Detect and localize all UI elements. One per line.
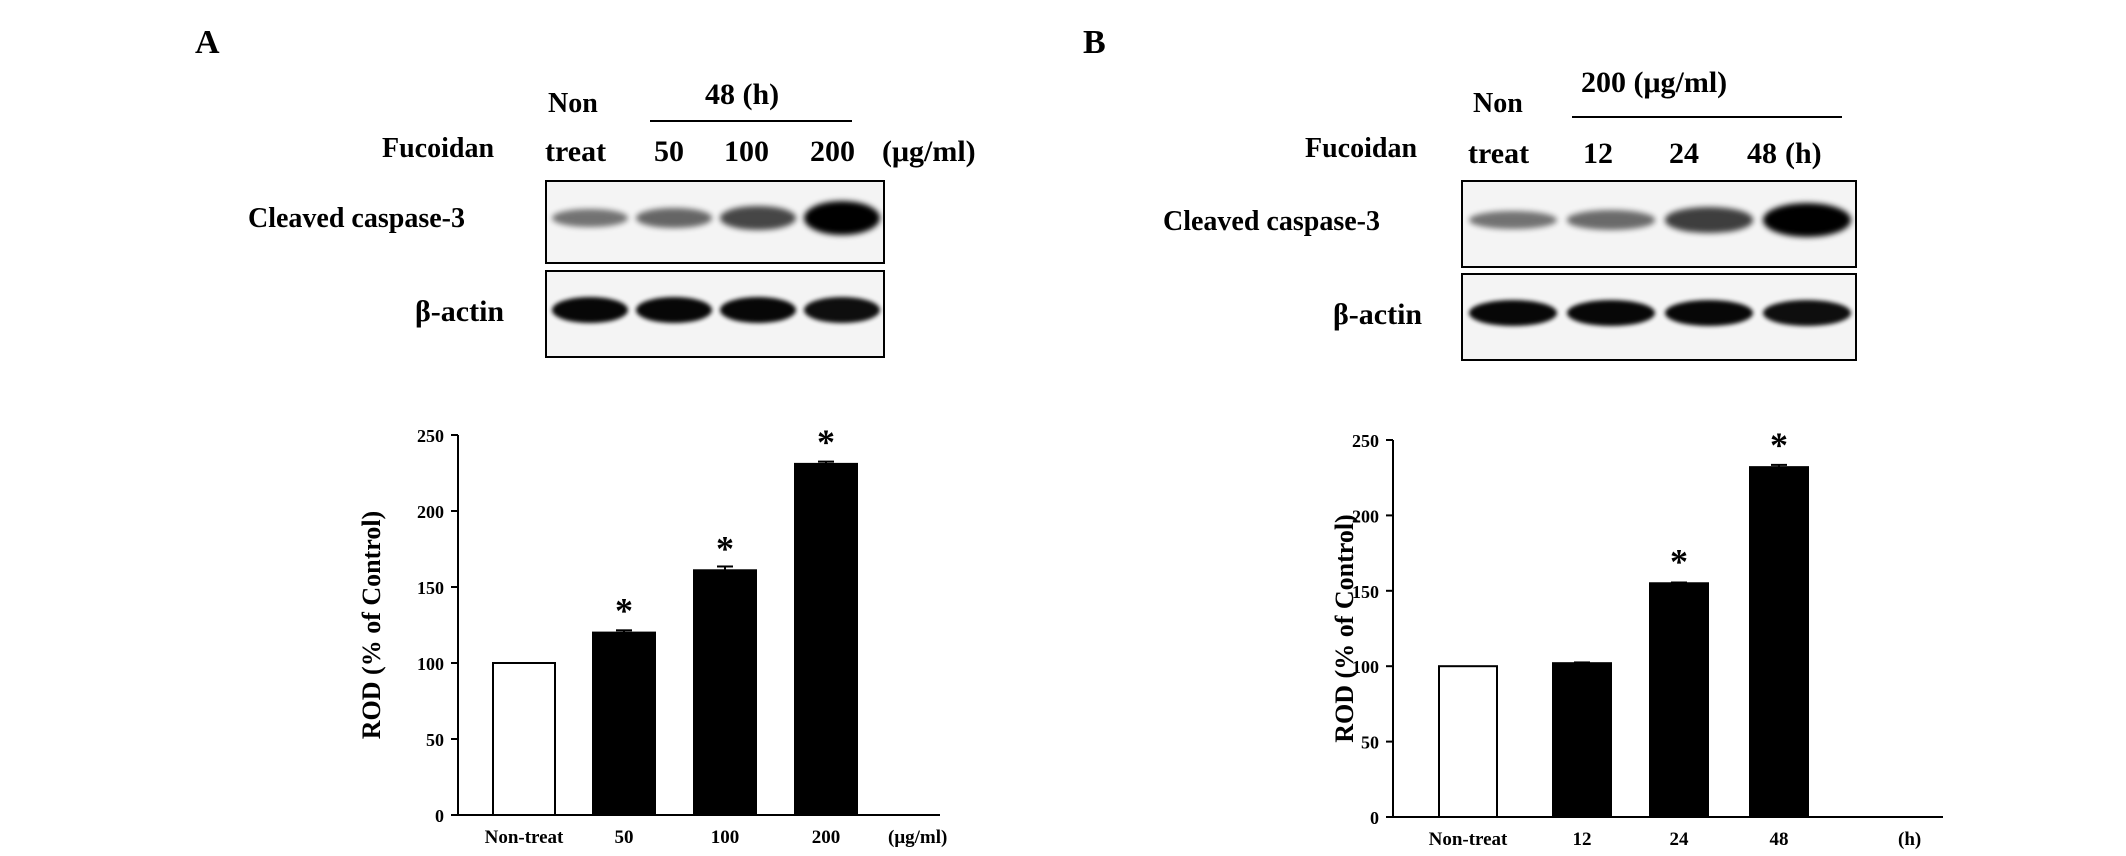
lane-label: treat (1468, 137, 1530, 170)
group-header: 200 (μg/ml) (1581, 66, 1728, 99)
lane-label: treat (545, 135, 607, 168)
blot-band (1566, 210, 1656, 230)
x-tick-label: 200 (812, 827, 841, 848)
blot-band (804, 201, 880, 235)
bar (1438, 665, 1498, 819)
unit-label: (μg/ml) (882, 135, 976, 168)
blot-band (636, 208, 712, 228)
y-tick-label: 250 (1352, 431, 1379, 451)
band-label: Cleaved caspase-3 (1163, 206, 1380, 237)
y-tick-label: 50 (426, 730, 444, 750)
blot-band (720, 205, 796, 231)
blot-band (552, 208, 628, 228)
row-label: Fucoidan (382, 133, 495, 164)
blot-band (720, 297, 796, 323)
lane-label-top: Non (548, 88, 598, 119)
panel-label: B (1083, 24, 1106, 61)
row-label: Fucoidan (1305, 133, 1418, 164)
band-label: β-actin (1333, 298, 1423, 331)
x-tick-label: Non-treat (485, 827, 564, 848)
x-tick-label: Non-treat (1429, 829, 1508, 850)
bar-chart: 0 50 100 150 200 250 ROD (% of Control) Non-tre… (357, 422, 947, 848)
lane-label: 100 (724, 135, 769, 168)
significance-marker: * (1770, 425, 1788, 465)
blot-band (1762, 203, 1852, 237)
y-tick-label: 100 (417, 654, 444, 674)
bar (794, 462, 858, 816)
y-axis-label: ROD (% of Control) (357, 511, 386, 739)
significance-marker: * (1670, 541, 1688, 581)
bar (1649, 582, 1709, 819)
blot-band (1762, 300, 1852, 326)
y-tick-label: 200 (1352, 506, 1379, 526)
western-blot-image (545, 270, 885, 358)
bar (492, 662, 556, 816)
x-tick-label: 50 (615, 827, 634, 848)
western-blot-image (545, 180, 885, 264)
y-tick-label: 100 (1352, 657, 1379, 677)
x-tick-label: 48 (1770, 829, 1789, 850)
panel-label: A (195, 24, 220, 61)
significance-marker: * (817, 422, 835, 462)
lane-label: 48 (1747, 137, 1777, 170)
y-tick-label: 0 (1370, 808, 1379, 828)
lane-label: 200 (810, 135, 855, 168)
blot-band (1664, 207, 1754, 233)
western-blot-image (1461, 273, 1857, 361)
blot-band (1664, 300, 1754, 326)
blot-band (552, 297, 628, 323)
group-underline (650, 120, 852, 122)
blot-band (1468, 210, 1558, 230)
bar (1552, 662, 1612, 819)
blot-band (636, 297, 712, 323)
band-label: β-actin (415, 295, 505, 328)
y-tick-label: 250 (417, 426, 444, 446)
band-label: Cleaved caspase-3 (248, 203, 465, 234)
blot-band (1566, 300, 1656, 326)
significance-marker: * (716, 528, 734, 568)
bar-chart: 0 50 100 150 200 250 ROD (% of Control) Non-tre… (1330, 425, 1943, 850)
lane-label: 12 (1583, 137, 1613, 170)
y-tick-label: 150 (1352, 582, 1379, 602)
group-header: 48 (h) (705, 78, 780, 111)
significance-marker: * (615, 591, 633, 631)
y-tick-label: 0 (435, 806, 444, 826)
blot-band (804, 297, 880, 323)
lane-label: 50 (654, 135, 684, 168)
x-tick-label: 12 (1573, 829, 1592, 850)
y-axis-label: ROD (% of Control) (1330, 514, 1359, 742)
group-underline (1572, 116, 1842, 118)
x-tick-label: 24 (1670, 829, 1690, 850)
panel-a: A Non 48 (h) Fucoidan treat 50 100 200 (… (195, 24, 976, 848)
bar (592, 631, 656, 816)
lane-label: 24 (1669, 137, 1699, 170)
x-unit-label: (μg/ml) (888, 827, 947, 848)
y-tick-label: 50 (1361, 733, 1379, 753)
western-blot-image (1461, 180, 1857, 268)
lane-label-top: Non (1473, 88, 1523, 119)
bar (1749, 466, 1809, 818)
panel-b: B Non 200 (μg/ml) Fucoidan treat 12 24 4… (1063, 0, 2126, 856)
x-tick-label: 100 (711, 827, 740, 848)
y-tick-label: 200 (417, 502, 444, 522)
x-unit-label: (h) (1898, 829, 1921, 850)
bar (693, 569, 757, 817)
y-tick-label: 150 (417, 578, 444, 598)
unit-label: (h) (1785, 137, 1822, 170)
blot-band (1468, 300, 1558, 326)
